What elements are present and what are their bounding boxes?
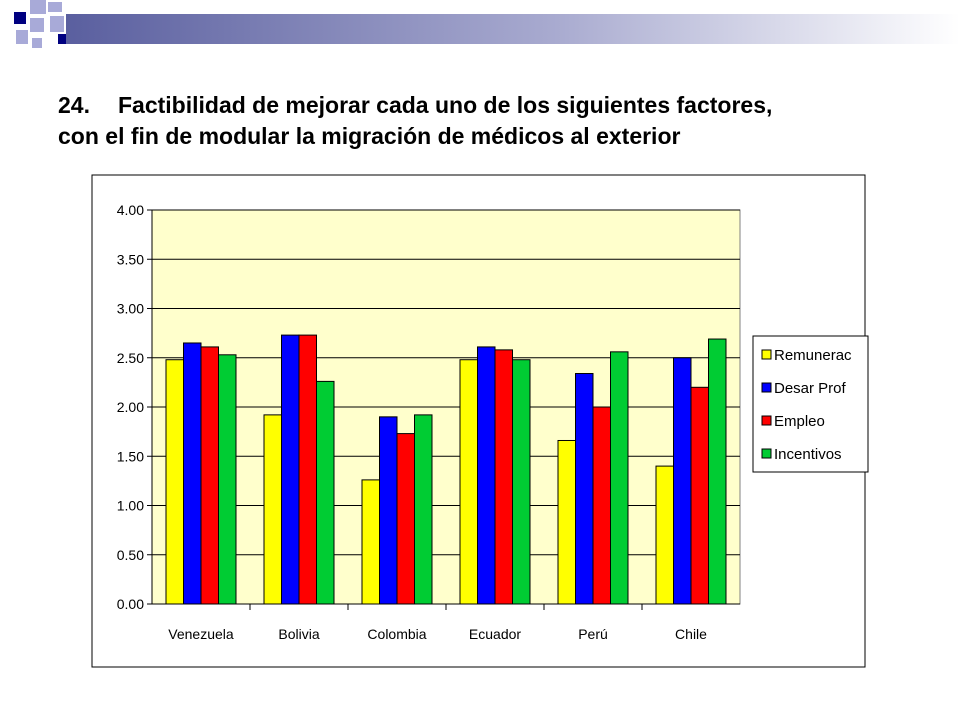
bar-colombia-2: [396, 433, 415, 605]
bar-colombia-0: [361, 479, 380, 605]
bar-venezuela-3: [218, 354, 237, 605]
y-tick-label: 2.00: [117, 399, 144, 415]
bar-bolivia-3: [316, 380, 335, 605]
bar-ecuador-2: [494, 349, 513, 605]
bar-chile-3: [708, 338, 727, 605]
decor-band: [66, 14, 960, 44]
legend-label: Desar Prof: [774, 380, 847, 397]
legend-swatch: [761, 382, 772, 393]
legend-swatch: [761, 349, 772, 360]
bar-chile-0: [655, 465, 674, 605]
bar-ecuador-0: [459, 359, 478, 605]
bar-venezuela-0: [165, 359, 184, 605]
legend-label: Incentivos: [774, 446, 842, 463]
legend-label: Empleo: [774, 413, 825, 430]
x-tick-labels: Venezuela Bolivia Colombia Ecuador Perú Chile: [168, 626, 707, 642]
y-tick-label: 0.00: [117, 596, 144, 612]
decor-square: [30, 18, 44, 32]
decor-square: [16, 30, 28, 44]
gridlines: [152, 209, 740, 556]
y-tick-label: 4.00: [117, 202, 144, 218]
bar-chile-2: [690, 386, 709, 605]
slide-title-text-1: Factibilidad de mejorar cada uno de los …: [118, 92, 773, 118]
legend-swatch: [761, 448, 772, 459]
x-tick-label: Colombia: [367, 626, 426, 642]
slide-title: 24. Factibilidad de mejorar cada uno de l…: [58, 90, 938, 152]
slide-number: 24.: [58, 92, 90, 118]
decor-square: [48, 2, 62, 12]
bar-perú-1: [575, 373, 594, 605]
bar-colombia-3: [414, 414, 433, 605]
decor-square: [14, 12, 26, 24]
bar-bolivia-2: [298, 334, 317, 605]
y-tick-labels: 0.00 0.50 1.00 1.50 2.00 2.50 3.00 3.50 4.00: [117, 202, 144, 612]
decor-square: [30, 0, 46, 14]
bar-bolivia-0: [263, 414, 282, 605]
bar-venezuela-1: [183, 342, 202, 605]
slide-title-line-2: con el fin de modular la migración de mé…: [58, 123, 681, 149]
axes: [147, 209, 740, 610]
x-tick-label: Perú: [578, 626, 608, 642]
x-tick-label: Venezuela: [168, 626, 234, 642]
bar-bolivia-1: [281, 334, 300, 605]
legend-swatch: [761, 415, 772, 426]
bar-colombia-1: [379, 416, 398, 605]
x-tick-label: Ecuador: [469, 626, 521, 642]
decor-square: [32, 38, 42, 48]
y-tick-label: 3.00: [117, 301, 144, 317]
bar-perú-3: [610, 351, 629, 605]
y-tick-label: 2.50: [117, 350, 144, 366]
y-tick-label: 0.50: [117, 547, 144, 563]
bar-ecuador-1: [477, 346, 496, 605]
bar-ecuador-3: [512, 359, 531, 605]
decor-square: [58, 34, 68, 44]
bar-chile-1: [673, 357, 692, 605]
bar-venezuela-2: [200, 346, 219, 605]
bar-perú-2: [592, 406, 611, 605]
slide-decoration: [14, 0, 960, 48]
bars: [165, 334, 727, 605]
x-tick-label: Chile: [675, 626, 707, 642]
legend-box: [752, 335, 869, 473]
x-tick-label: Bolivia: [278, 626, 319, 642]
bar-perú-0: [557, 439, 576, 605]
decor-square: [50, 16, 64, 32]
y-tick-label: 1.50: [117, 448, 144, 464]
y-tick-label: 3.50: [117, 251, 144, 267]
legend-label: Remunerac: [774, 347, 852, 364]
y-tick-label: 1.00: [117, 498, 144, 514]
legend: Remunerac Desar Prof Empleo Incentivos: [752, 335, 869, 473]
slide-title-line-1: 24. Factibilidad de mejorar cada uno de l…: [58, 90, 938, 121]
